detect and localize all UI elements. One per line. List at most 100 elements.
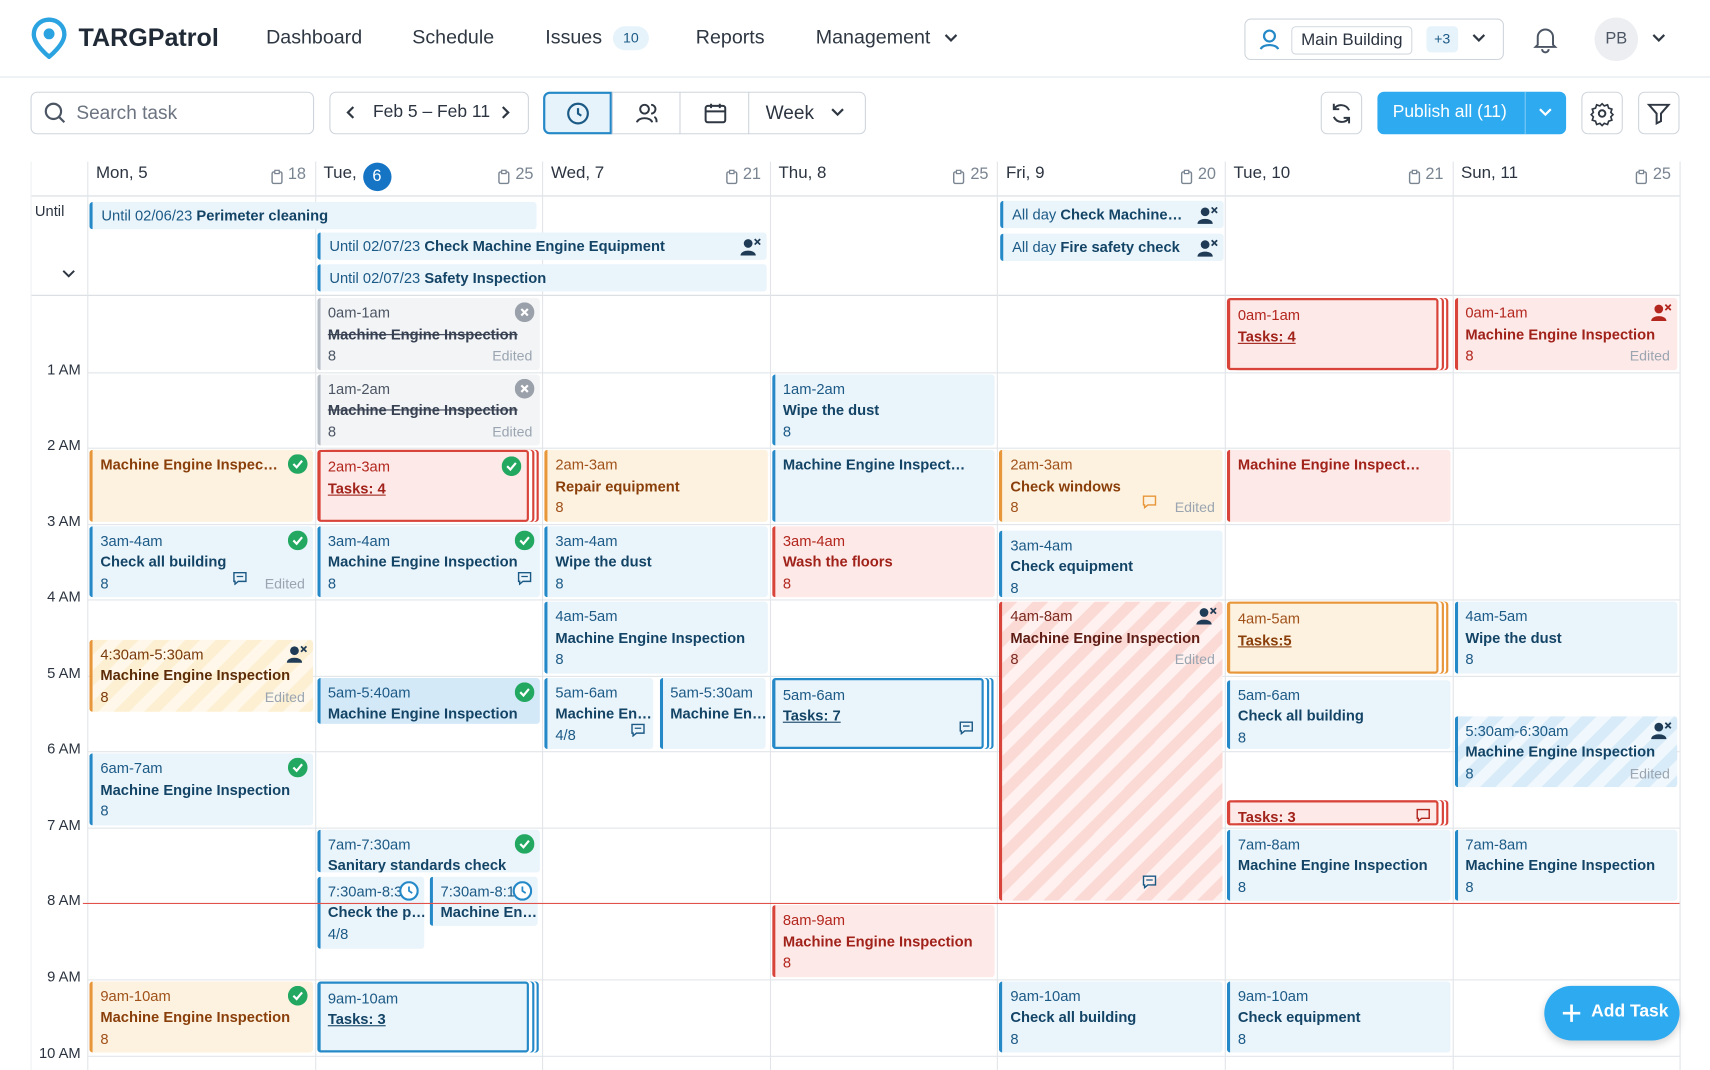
publish-button[interactable] <box>1377 91 1567 135</box>
event-title: Tasks: 4 <box>327 479 386 497</box>
chevron <box>831 108 844 117</box>
event[interactable]: 3am-4am Machine Engine Inspection 8 <box>316 525 541 598</box>
icon-shape <box>398 881 419 901</box>
event[interactable]: Machine Engine Inspect… <box>771 449 996 522</box>
event[interactable]: 5:30am-6:30am Machine Engine Inspection 8 E… <box>1454 715 1678 788</box>
refresh-button[interactable] <box>1320 91 1363 135</box>
event[interactable]: 4:30am-5:30am Machine Engine Inspection 8 E… <box>89 639 313 712</box>
view-select[interactable]: Week <box>765 101 815 124</box>
view-people[interactable] <box>634 100 660 126</box>
grid-hour-line <box>87 827 1680 829</box>
event-title: Machine Engine Inspect… <box>782 456 966 473</box>
event[interactable]: Tasks: 3 <box>1226 800 1439 826</box>
event[interactable]: 3am-4am Wash the floors 8 <box>771 525 996 598</box>
event[interactable]: 4am-5am Wipe the dust 8 <box>1454 601 1678 674</box>
event[interactable]: 4am-8am Machine Engine Inspection 8 Edited <box>999 601 1223 902</box>
event[interactable]: 9am-10am Check all building 8 <box>999 981 1223 1054</box>
all-day-event[interactable]: Until 02/07/23 Safety Inspection <box>317 264 767 292</box>
event-assignees: 8 <box>1010 579 1019 596</box>
event[interactable]: 0am-1am Machine Engine Inspection 8 Edited <box>1454 298 1678 370</box>
filter-button[interactable] <box>1638 91 1680 135</box>
event[interactable]: 7am-8am Machine Engine Inspection 8 <box>1226 829 1451 902</box>
add-task-label: Add Task <box>1591 1002 1669 1021</box>
event[interactable]: 9am-10am Machine Engine Inspection 8 <box>89 981 313 1054</box>
event-time: 2am-3am <box>327 458 391 476</box>
all-day-event[interactable]: All day Fire safety check <box>1000 233 1224 261</box>
event-assignees: 8 <box>782 574 792 592</box>
nav-link[interactable]: Dashboard <box>266 26 363 49</box>
all-day-event[interactable]: Until 02/07/23 Check Machine Engine Equi… <box>317 232 767 260</box>
collapse-toggle[interactable] <box>60 266 77 281</box>
icon-shape <box>831 108 844 117</box>
all-day-event[interactable]: All day Check Machine… <box>1000 200 1224 229</box>
grid-col-line <box>996 161 998 1070</box>
event[interactable]: 7am-8am Machine Engine Inspection 8 <box>1454 829 1678 902</box>
location-select[interactable] <box>1244 18 1504 61</box>
grid-hour-line <box>87 979 1680 981</box>
prev-week[interactable] <box>342 104 359 121</box>
event[interactable]: Machine Engine Inspec… <box>89 449 313 522</box>
event[interactable]: 4am-5am Machine Engine Inspection 8 <box>544 601 768 674</box>
event[interactable]: 2am-3am Check windows 8 Edited <box>999 449 1223 522</box>
hour-label: 3 AM <box>47 512 81 530</box>
hour-label: 7 AM <box>47 816 81 833</box>
event[interactable]: 8am-9am Machine Engine Inspection 8 <box>771 905 996 978</box>
icon-shape <box>514 378 535 399</box>
chevron <box>1472 34 1486 42</box>
view-calendar[interactable] <box>702 100 728 126</box>
event[interactable]: 3am-4am Check equipment 8 <box>999 530 1223 598</box>
event[interactable]: 3am-4am Check all building 8 Edited <box>89 525 313 598</box>
event[interactable]: 9am-10am Check equipment 8 <box>1226 981 1451 1054</box>
time-icon <box>512 881 533 907</box>
event[interactable]: 2am-3am Tasks: 4 <box>316 449 529 522</box>
event-time: 4am-5am <box>1237 610 1301 627</box>
event-title: Machine Engine Inspection <box>1465 325 1656 343</box>
date-nav[interactable] <box>329 91 529 135</box>
event[interactable]: 9am-10am Tasks: 3 <box>316 981 529 1054</box>
filter-icon <box>1646 103 1671 125</box>
event[interactable]: 0am-1am Tasks: 4 <box>1226 298 1439 370</box>
event-time: 8am-9am <box>782 912 846 929</box>
nav-link[interactable]: Reports <box>695 26 765 49</box>
publish-menu[interactable] <box>1537 105 1554 120</box>
icon-shape <box>1183 169 1190 175</box>
event[interactable]: 1am-2am Wipe the dust 8 <box>771 373 996 446</box>
event[interactable]: Machine Engine Inspect… <box>1226 449 1451 522</box>
event[interactable]: 3am-4am Wipe the dust 8 <box>544 525 768 598</box>
next-week[interactable] <box>496 104 513 121</box>
nav-link[interactable]: Issues <box>545 26 603 49</box>
grid-col-line <box>315 161 317 1070</box>
event[interactable]: 2am-3am Repair equipment 8 <box>544 449 768 522</box>
day-label: Tue, <box>323 163 357 183</box>
event[interactable]: 0am-1am Machine Engine Inspection 8 Edited <box>316 298 541 370</box>
event-assignees: 8 <box>100 802 109 820</box>
event[interactable]: 4am-5am Tasks:5 <box>1226 601 1439 674</box>
hour-label: 1 AM <box>47 360 81 378</box>
avatar[interactable]: PB <box>1594 17 1639 62</box>
event[interactable]: 5am-6am Tasks: 7 <box>771 677 984 750</box>
event[interactable]: 1am-2am Machine Engine Inspection 8 Edited <box>316 373 541 446</box>
icon-shape <box>631 723 646 738</box>
icon-shape <box>1416 809 1431 823</box>
event[interactable]: 5am-6am Check all building 8 <box>1226 680 1451 750</box>
day-task-count: 25 <box>515 164 534 184</box>
event[interactable]: 5am-5:30am Machine En… <box>659 677 766 750</box>
event-title: Tasks: 3 <box>327 1011 386 1028</box>
all-day-event[interactable]: Until 02/06/23 Perimeter cleaning <box>89 201 537 230</box>
event[interactable]: 6am-7am Machine Engine Inspection 8 <box>89 753 313 826</box>
nav-link[interactable]: Management <box>815 26 931 49</box>
settings-button[interactable] <box>1581 91 1623 135</box>
icon-shape <box>518 571 532 586</box>
event[interactable]: 5am-6am Machine En… 4/8 <box>544 677 654 750</box>
event[interactable]: 7am-7:30am Sanitary standards check <box>316 829 541 873</box>
event-time: 2am-3am <box>1010 456 1073 473</box>
event[interactable]: 7:30am-8:3… Check the p… 4/8 <box>316 876 425 949</box>
search-box[interactable] <box>30 91 315 135</box>
event-time: 5am-6am <box>782 686 846 703</box>
event[interactable]: 7:30am-8:1… Machine En… <box>429 876 538 926</box>
nav-link[interactable]: Schedule <box>412 26 495 49</box>
notification-bell[interactable] <box>1531 24 1559 55</box>
event-title: Wipe the dust <box>782 401 880 419</box>
event[interactable]: 5am-5:40am Machine Engine Inspection <box>316 677 541 725</box>
icon-shape <box>501 456 522 477</box>
